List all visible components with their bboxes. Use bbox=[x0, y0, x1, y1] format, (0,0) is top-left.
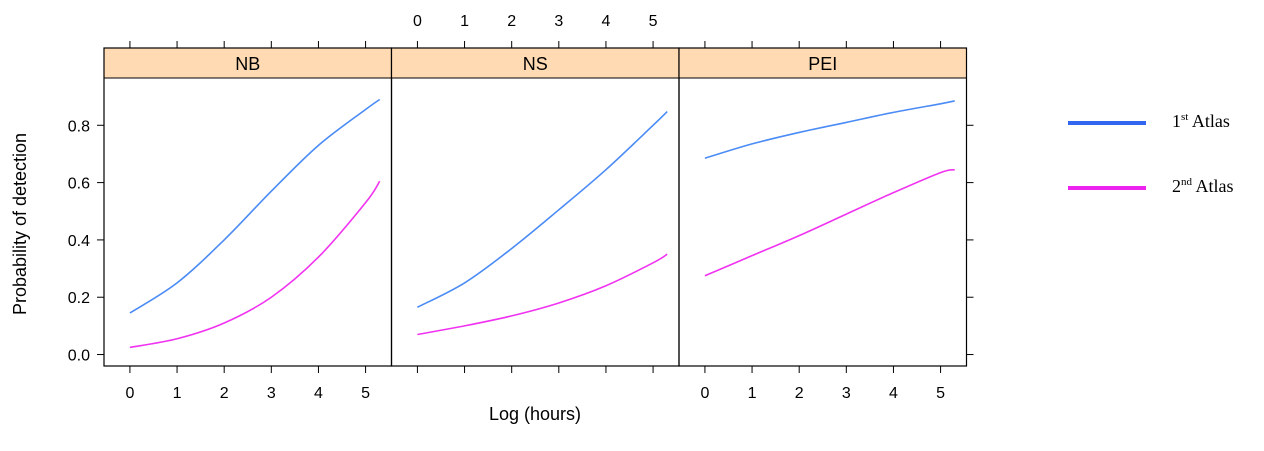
legend-word: Atlas bbox=[1191, 111, 1230, 131]
x-tick-label: 5 bbox=[361, 385, 370, 402]
panel-pei: PEI bbox=[678, 47, 968, 367]
legend-swatch-first-atlas bbox=[1068, 121, 1146, 125]
series-line-first-atlas bbox=[129, 98, 381, 314]
x-tick-label: 3 bbox=[267, 385, 276, 402]
y-axis-title: Probability of detection bbox=[10, 133, 30, 315]
panel-frame bbox=[390, 47, 680, 367]
legend-ordinal-suffix: st bbox=[1181, 111, 1189, 123]
x-tick-label: 0 bbox=[700, 385, 709, 402]
x-tick-label: 4 bbox=[314, 385, 323, 402]
series-line-first-atlas bbox=[417, 110, 668, 308]
x-tick-label: 5 bbox=[936, 385, 945, 402]
x-tick-label-top: 2 bbox=[507, 13, 516, 30]
legend-swatch-second-atlas bbox=[1068, 186, 1146, 190]
x-tick-label-top: 1 bbox=[460, 13, 469, 30]
x-tick-label-top: 0 bbox=[413, 13, 422, 30]
panel-nb: NB bbox=[103, 47, 393, 367]
panels-layer: NB NS PEI bbox=[103, 47, 968, 367]
panel-frame bbox=[678, 47, 968, 367]
y-tick-label: 0.4 bbox=[68, 233, 90, 250]
legend-ordinal: 2 bbox=[1172, 176, 1181, 196]
y-tick-label: 0.0 bbox=[68, 348, 90, 365]
x-tick-label-top: 5 bbox=[649, 13, 658, 30]
x-tick-label: 2 bbox=[795, 385, 804, 402]
panel-frame bbox=[103, 47, 393, 367]
y-tick-label: 0.2 bbox=[68, 290, 90, 307]
strip-pei bbox=[679, 48, 967, 78]
x-tick-label-top: 4 bbox=[601, 13, 610, 30]
legend-label-first-atlas: 1st Atlas bbox=[1172, 111, 1230, 132]
series-line-first-atlas bbox=[704, 100, 955, 160]
series-line-second-atlas bbox=[417, 253, 668, 336]
x-tick-label: 4 bbox=[889, 385, 898, 402]
x-tick-label: 2 bbox=[220, 385, 229, 402]
x-tick-label: 1 bbox=[173, 385, 182, 402]
y-tick-label: 0.6 bbox=[68, 176, 90, 193]
strip-ns bbox=[391, 48, 679, 78]
axes-layer: 0 1 2 3 4 5 0 1 2 3 4 5 0 1 2 3 4 5 0.0 0.2 0.4 0.6 0.8 bbox=[68, 13, 974, 402]
legend-item-first-atlas: 1st Atlas bbox=[1064, 108, 1260, 138]
legend-item-second-atlas: 2nd Atlas bbox=[1064, 173, 1260, 203]
strip-nb bbox=[104, 48, 392, 78]
x-tick-label: 0 bbox=[125, 385, 134, 402]
strip-label-ns: NS bbox=[523, 54, 548, 74]
panel-ns: NS bbox=[390, 47, 680, 367]
series-line-second-atlas bbox=[129, 180, 381, 349]
legend-ordinal-suffix: nd bbox=[1181, 176, 1192, 188]
legend-ordinal: 1 bbox=[1172, 111, 1181, 131]
legend-label-second-atlas: 2nd Atlas bbox=[1172, 176, 1234, 197]
legend: 1st Atlas 2nd Atlas bbox=[1064, 108, 1260, 238]
series-line-second-atlas bbox=[704, 168, 955, 277]
x-tick-label: 3 bbox=[842, 385, 851, 402]
x-axis-title: Log (hours) bbox=[489, 404, 581, 424]
legend-word: Atlas bbox=[1195, 176, 1234, 196]
strip-label-pei: PEI bbox=[808, 54, 837, 74]
y-tick-label: 0.8 bbox=[68, 118, 90, 135]
strip-label-nb: NB bbox=[235, 54, 260, 74]
x-tick-label: 1 bbox=[748, 385, 757, 402]
x-tick-label-top: 3 bbox=[554, 13, 563, 30]
